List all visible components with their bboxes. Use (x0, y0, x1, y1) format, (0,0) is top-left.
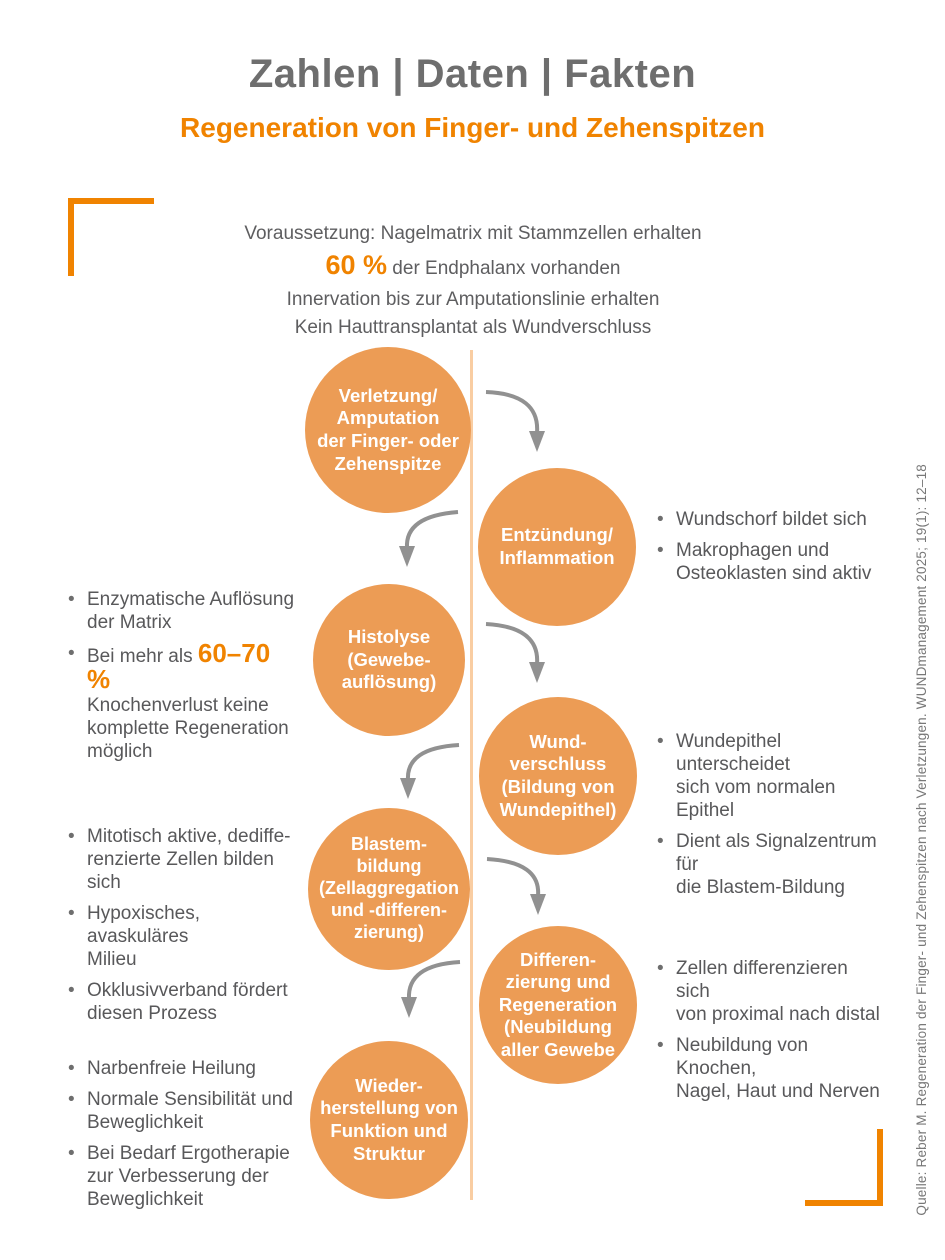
note-item: Makrophagen und Osteoklasten sind aktiv (655, 539, 880, 585)
prerequisite-text: der Endphalanx vorhanden (387, 258, 621, 279)
curved-arrow-icon (485, 390, 545, 452)
curved-arrow-icon (486, 857, 546, 915)
note-item: Neubildung von Knochen, Nagel, Haut und … (655, 1034, 885, 1103)
notes-differenzierung: Zellen differenzieren sich von proximal … (655, 957, 885, 1111)
note-text: Normale Sensibilität und Beweglichkeit (87, 1089, 293, 1133)
prerequisite-line: Innervation bis zur Amputationslinie erh… (286, 289, 660, 310)
flow-step-verletzung: Verletzung/ Amputation der Finger- oder … (305, 347, 471, 513)
flow-step-histolyse: Histolyse (Gewebe- auflösung) (313, 584, 465, 736)
note-item: Normale Sensibilität und Beweglichkeit (66, 1088, 296, 1134)
notes-entzuendung: Wundschorf bildet sich Makrophagen und Os… (655, 508, 880, 593)
note-text: Knochenverlust keine komplette Regenerat… (87, 695, 289, 762)
flow-step-blastembildung: Blastem- bildung (Zellaggregation und -d… (308, 808, 470, 970)
prerequisite-line: Kein Hauttransplantat als Wundverschluss (294, 317, 652, 338)
notes-histolyse: Enzymatische Auflösung der Matrix Bei meh… (66, 588, 296, 771)
curved-arrow-icon (401, 960, 461, 1018)
curved-arrow-icon (400, 743, 460, 799)
corner-bracket-top-left (68, 198, 154, 276)
note-text: Neubildung von Knochen, Nagel, Haut und … (676, 1035, 880, 1102)
page-subtitle: Regeneration von Finger- und Zehenspitze… (180, 112, 765, 143)
note-item: Okklusivverband fördert diesen Prozess (66, 979, 306, 1025)
flow-step-wundverschluss: Wund- verschluss (Bildung von Wundepithe… (479, 697, 637, 855)
highlight-value: 60 % (325, 250, 388, 280)
flow-step-entzuendung: Entzündung/ Inflammation (478, 468, 636, 626)
prerequisite-line: 60 % der Endphalanx vorhanden (70, 248, 876, 286)
note-item: Wundepithel unterscheidet sich vom norma… (655, 730, 895, 822)
note-text: Bei mehr als (87, 646, 198, 667)
note-item: Zellen differenzieren sich von proximal … (655, 957, 885, 1026)
prerequisite-line: Voraussetzung: Nagelmatrix mit Stammzell… (244, 223, 702, 244)
note-item: Narbenfreie Heilung (66, 1057, 296, 1080)
note-text: Hypoxisches, avaskuläres Milieu (87, 903, 200, 970)
note-item: Hypoxisches, avaskuläres Milieu (66, 902, 306, 971)
note-item: Dient als Signalzentrum für die Blastem-… (655, 830, 895, 899)
note-item: Wundschorf bildet sich (655, 508, 880, 531)
note-item: Bei mehr als 60–70 % Knochenverlust kein… (66, 640, 296, 763)
corner-bracket-bottom-right (805, 1129, 883, 1206)
note-text: Bei Bedarf Ergotherapie zur Verbesserung… (87, 1143, 290, 1210)
note-text: Wundepithel unterscheidet sich vom norma… (676, 731, 836, 821)
note-text: Dient als Signalzentrum für die Blastem-… (676, 831, 877, 898)
note-item: Mitotisch aktive, dediffe- renzierte Zel… (66, 825, 306, 894)
note-text: Narbenfreie Heilung (87, 1058, 256, 1079)
source-citation: Quelle: Reber M. Regeneration der Finger… (914, 464, 929, 1216)
note-text: Enzymatische Auflösung der Matrix (87, 589, 295, 633)
note-text: Wundschorf bildet sich (676, 509, 867, 530)
note-text: Zellen differenzieren sich von proximal … (676, 958, 880, 1025)
notes-wiederherstellung: Narbenfreie Heilung Normale Sensibilität … (66, 1057, 296, 1219)
note-text: Okklusivverband fördert diesen Prozess (87, 980, 288, 1024)
note-item: Bei Bedarf Ergotherapie zur Verbesserung… (66, 1142, 296, 1211)
curved-arrow-icon (399, 510, 459, 567)
note-item: Enzymatische Auflösung der Matrix (66, 588, 296, 634)
note-text: Makrophagen und Osteoklasten sind aktiv (676, 540, 872, 584)
highlight-value: 60–70 % (87, 638, 271, 694)
notes-wundverschluss: Wundepithel unterscheidet sich vom norma… (655, 730, 895, 907)
notes-blastembildung: Mitotisch aktive, dediffe- renzierte Zel… (66, 825, 306, 1033)
curved-arrow-icon (485, 622, 545, 683)
flow-step-wiederherstellung: Wieder- herstellung von Funktion und Str… (310, 1041, 468, 1199)
flow-step-differenzierung: Differen- zierung und Regeneration (Neub… (479, 926, 637, 1084)
note-text: Mitotisch aktive, dediffe- renzierte Zel… (87, 826, 291, 893)
page-title: Zahlen | Daten | Fakten (248, 52, 697, 96)
flow-spine-line (470, 350, 473, 1200)
prerequisites-block: Voraussetzung: Nagelmatrix mit Stammzell… (70, 220, 876, 342)
